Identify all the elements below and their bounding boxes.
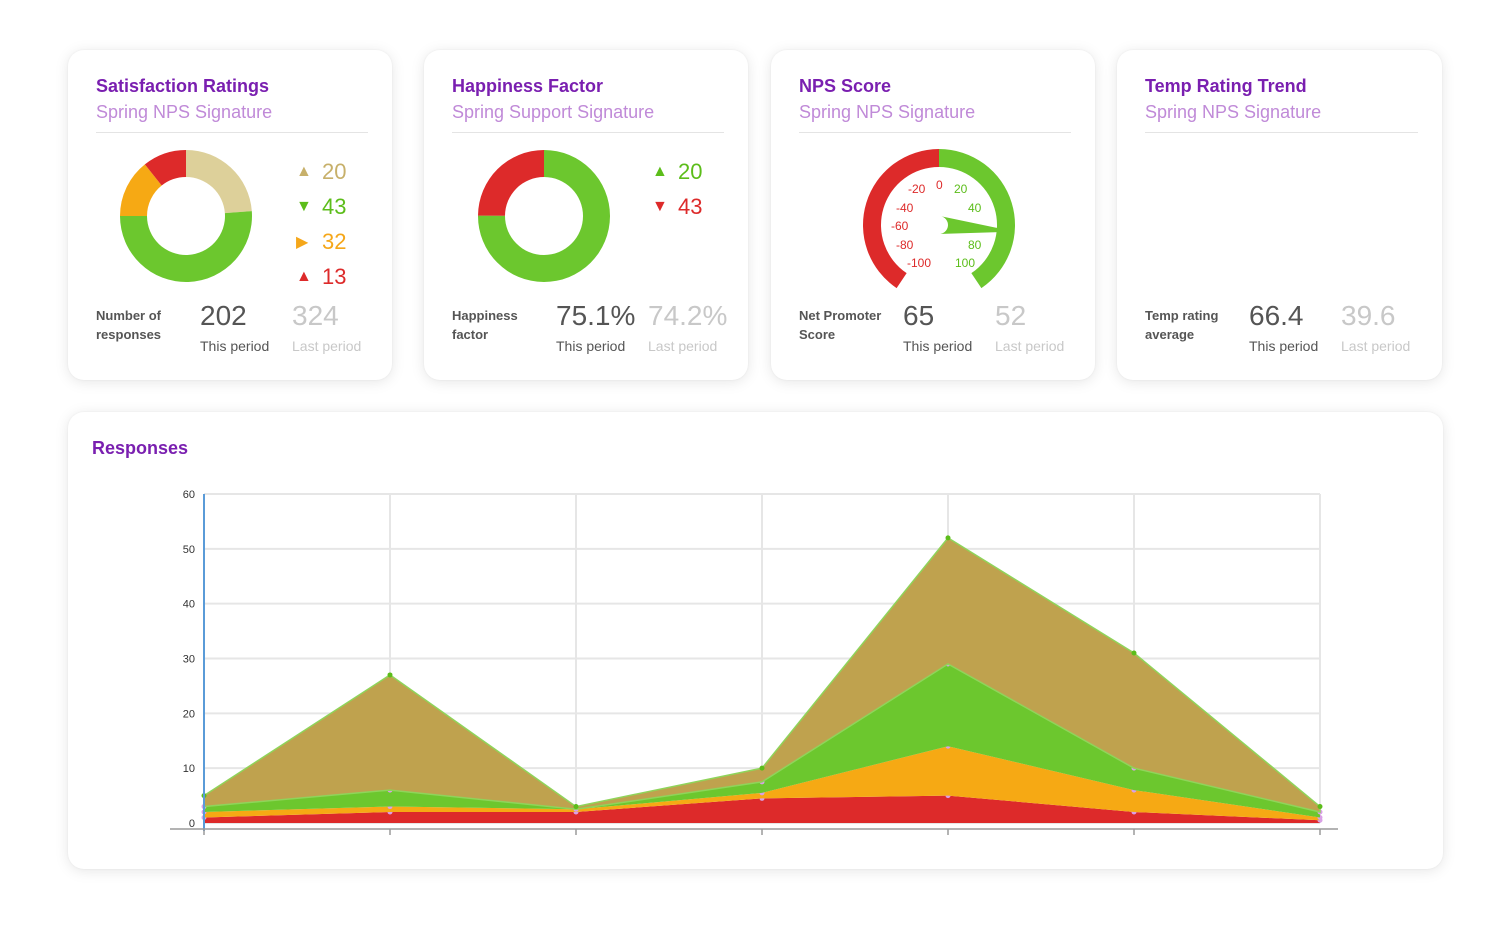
y-tick-label: 10 xyxy=(183,763,195,775)
donut-segment-green xyxy=(478,150,610,282)
donut-segment-orange xyxy=(120,164,162,216)
area-series-0 xyxy=(204,795,1320,823)
y-tick-label: 60 xyxy=(183,489,195,501)
legend-item: ▲ 20 xyxy=(652,154,702,189)
area-series-3 xyxy=(203,536,1321,813)
satisfaction-donut-chart xyxy=(119,150,252,282)
gauge-tick-label: -60 xyxy=(891,219,909,233)
data-point xyxy=(1131,650,1137,656)
card-title: Happiness Factor xyxy=(452,76,604,96)
happiness-legend: ▲ 20 ▼ 43 xyxy=(652,154,702,224)
metric-label: Temp rating average xyxy=(1145,308,1219,342)
metric-label: Happiness factor xyxy=(452,308,518,342)
donut-segment-red xyxy=(144,150,186,186)
legend-item: ▼ 43 xyxy=(652,189,702,224)
data-point xyxy=(945,535,951,541)
this-period-value: 202 xyxy=(200,300,247,331)
last-period-value: 324 xyxy=(292,300,339,331)
gauge-tick-label: 100 xyxy=(955,256,975,270)
responses-area-chart: 0 10 20 30 40 50 60 xyxy=(170,489,1338,835)
chart-title: Responses xyxy=(92,438,189,458)
card-title: NPS Score xyxy=(799,76,892,96)
card-subtitle: Spring NPS Signature xyxy=(799,102,976,122)
gauge-negative-arc xyxy=(863,149,939,289)
area-series-1 xyxy=(204,746,1320,821)
triangle-right-icon: ▶ xyxy=(296,233,309,251)
last-period-value: 39.6 xyxy=(1341,300,1396,331)
data-point xyxy=(1317,804,1323,810)
last-period-caption: Last period xyxy=(648,338,718,354)
y-tick-label: 50 xyxy=(183,544,195,556)
happiness-donut-chart xyxy=(478,150,610,282)
gauge-tick-label: 20 xyxy=(954,182,968,196)
divider xyxy=(452,132,724,133)
legend-value: 20 xyxy=(322,158,347,184)
donut-segment-tan xyxy=(186,150,252,214)
satisfaction-ratings-card: Satisfaction Ratings Spring NPS Signatur… xyxy=(68,50,392,380)
legend-item: ▼ 43 xyxy=(296,189,346,224)
gauge-needle xyxy=(938,216,1015,235)
legend-item: ▲ 20 xyxy=(296,154,346,189)
legend-value: 43 xyxy=(678,193,703,219)
last-period-caption: Last period xyxy=(995,338,1065,354)
this-period-value: 66.4 xyxy=(1249,300,1304,331)
divider xyxy=(96,132,368,133)
y-tick-label: 30 xyxy=(183,654,195,666)
card-subtitle: Spring Support Signature xyxy=(452,102,655,122)
y-tick-label: 0 xyxy=(189,818,195,830)
y-tick-label: 20 xyxy=(183,708,195,720)
metric-label: Number of responses xyxy=(96,308,162,342)
this-period-caption: This period xyxy=(903,338,973,354)
gauge-tick-label: -100 xyxy=(907,256,931,270)
donut-segment-green xyxy=(119,211,252,282)
nps-score-card: NPS Score Spring NPS Signature -20 -40 -… xyxy=(771,50,1095,380)
gauge-positive-arc xyxy=(939,149,1015,289)
happiness-factor-card: Happiness Factor Spring Support Signatur… xyxy=(424,50,748,380)
donut-segment-red xyxy=(478,150,544,216)
y-tick-label: 40 xyxy=(183,599,195,611)
temp-rating-trend-card: Temp Rating Trend Spring NPS Signature T… xyxy=(1117,50,1442,380)
card-title: Satisfaction Ratings xyxy=(96,76,270,96)
legend-value: 43 xyxy=(322,193,347,219)
gauge-tick-label: 0 xyxy=(936,178,943,192)
area-series-2 xyxy=(204,663,1320,818)
gauge-tick-label: 40 xyxy=(968,201,982,215)
last-period-value: 74.2% xyxy=(648,300,728,331)
gauge-tick-label: -80 xyxy=(896,238,914,252)
this-period-caption: This period xyxy=(200,338,270,354)
this-period-value: 65 xyxy=(903,300,935,331)
data-point xyxy=(387,672,393,678)
triangle-up-icon: ▲ xyxy=(296,267,312,285)
data-point xyxy=(573,804,579,810)
divider xyxy=(1145,132,1418,133)
this-period-caption: This period xyxy=(556,338,626,354)
nps-gauge: -20 -40 -60 -80 -100 0 20 40 80 100 xyxy=(863,149,1015,289)
triangle-up-icon: ▲ xyxy=(296,162,312,180)
this-period-caption: This period xyxy=(1249,338,1319,354)
gauge-tick-label: 80 xyxy=(968,238,982,252)
last-period-caption: Last period xyxy=(1341,338,1411,354)
card-title: Temp Rating Trend xyxy=(1145,76,1307,96)
legend-value: 20 xyxy=(678,158,703,184)
triangle-up-icon: ▲ xyxy=(652,162,668,180)
responses-card: Responses 0 10 20 30 40 50 60 xyxy=(68,412,1443,869)
last-period-value: 52 xyxy=(995,300,1027,331)
divider xyxy=(799,132,1071,133)
triangle-down-icon: ▼ xyxy=(652,197,668,215)
data-point xyxy=(759,765,765,771)
legend-item: ▶ 32 xyxy=(296,224,346,259)
gauge-tick-label: -40 xyxy=(896,201,914,215)
legend-value: 32 xyxy=(322,228,347,254)
card-subtitle: Spring NPS Signature xyxy=(1145,102,1322,122)
satisfaction-legend: ▲ 20 ▼ 43 ▶ 32 ▲ 13 xyxy=(296,154,346,294)
this-period-value: 75.1% xyxy=(556,300,636,331)
metric-label: Net Promoter Score xyxy=(799,308,882,342)
legend-value: 13 xyxy=(322,263,347,289)
gauge-tick-label: -20 xyxy=(908,182,926,196)
card-subtitle: Spring NPS Signature xyxy=(96,102,273,122)
triangle-down-icon: ▼ xyxy=(296,197,312,215)
legend-item: ▲ 13 xyxy=(296,259,346,294)
last-period-caption: Last period xyxy=(292,338,362,354)
